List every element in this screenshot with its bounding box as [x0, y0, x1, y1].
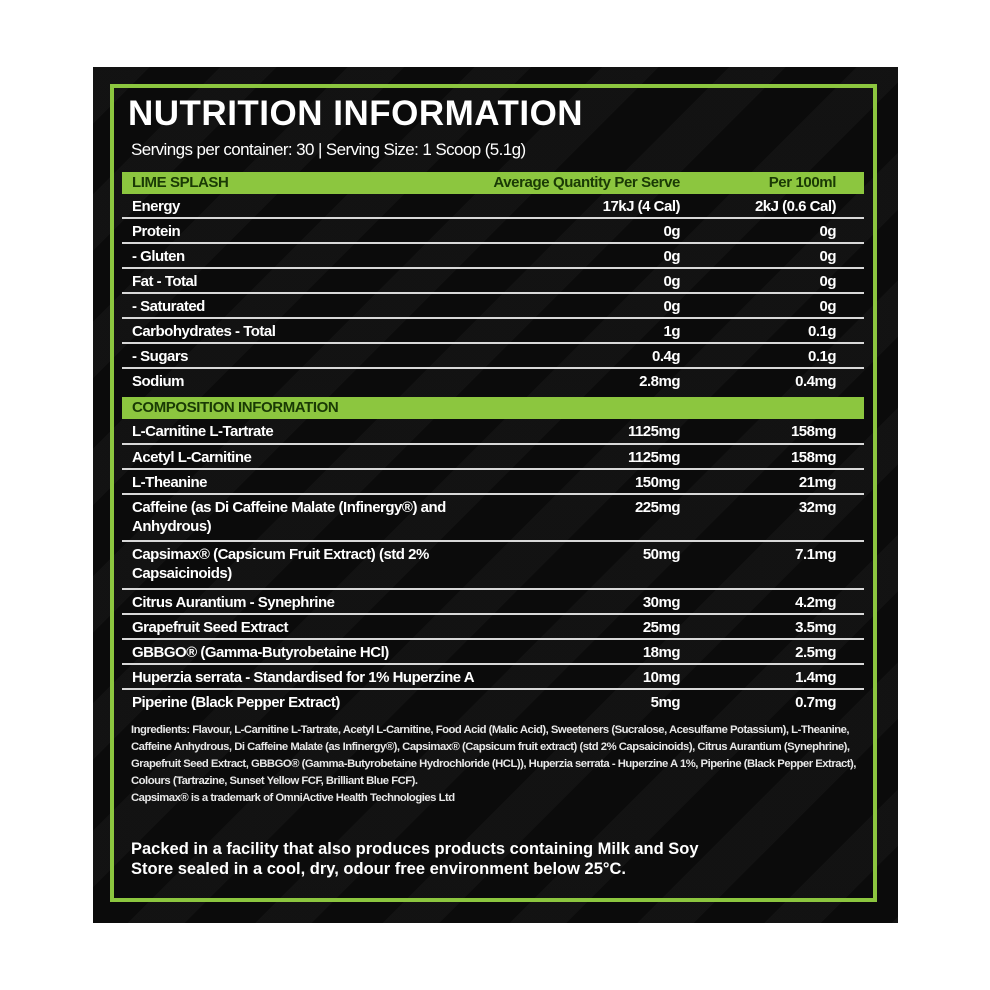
per-100ml-value: 2kJ (0.6 Cal): [754, 198, 837, 215]
row-label: Carbohydrates - Total: [132, 323, 276, 340]
per-serve-value: 0g: [663, 248, 680, 265]
per-100ml-value: 7.1mg: [795, 546, 836, 563]
per-serve-value: 225mg: [634, 499, 681, 516]
table-row: Fat - Total 0g 0g: [122, 269, 864, 294]
table-row: Capsimax® (Capsicum Fruit Extract) (std …: [122, 542, 864, 590]
row-label: Citrus Aurantium - Synephrine: [132, 594, 335, 611]
per-100ml-value: 158mg: [790, 449, 837, 466]
composition-title: COMPOSITION INFORMATION: [132, 399, 339, 416]
per-100ml-value: 4.2mg: [795, 594, 836, 611]
table-row: Acetyl L-Carnitine 1125mg 158mg: [122, 445, 864, 470]
per-serve-value: 50mg: [642, 546, 681, 563]
row-label: Grapefruit Seed Extract: [132, 619, 289, 636]
per-serve-value: 5mg: [650, 694, 681, 711]
table-row: L-Carnitine L-Tartrate 1125mg 158mg: [122, 419, 864, 445]
per-serve-value: 30mg: [642, 594, 681, 611]
row-label: Sodium: [132, 373, 185, 390]
per-serve-value: 150mg: [634, 474, 681, 491]
table-row: Citrus Aurantium - Synephrine 30mg 4.2mg: [122, 590, 864, 615]
table-row: Protein 0g 0g: [122, 219, 864, 244]
composition-table: COMPOSITION INFORMATION L-Carnitine L-Ta…: [122, 397, 864, 713]
table-row: Caffeine (as Di Caffeine Malate (Infiner…: [122, 495, 864, 542]
row-label: - Sugars: [132, 348, 189, 365]
table-row: - Saturated 0g 0g: [122, 294, 864, 319]
serving-info: Servings per container: 30 | Serving Siz…: [131, 140, 526, 159]
row-label: L-Theanine: [132, 474, 208, 491]
composition-header: COMPOSITION INFORMATION: [122, 397, 864, 419]
table-row: Grapefruit Seed Extract 25mg 3.5mg: [122, 615, 864, 640]
page-title: NUTRITION INFORMATION: [128, 94, 584, 133]
per-100ml-value: 0g: [819, 273, 836, 290]
table-row: GBBGO® (Gamma-Butyrobetaine HCl) 18mg 2.5m…: [122, 640, 864, 665]
per-serve-header: Average Quantity Per Serve: [493, 174, 680, 191]
row-label: Energy: [132, 198, 180, 215]
trademark-note: Capsimax® is a trademark of OmniActive H…: [131, 792, 455, 804]
table-row: - Gluten 0g 0g: [122, 244, 864, 269]
table-row: Energy 17kJ (4 Cal) 2kJ (0.6 Cal): [122, 194, 864, 219]
per-serve-value: 1125mg: [627, 449, 681, 466]
per-serve-value: 1g: [663, 323, 680, 340]
per-serve-value: 17kJ (4 Cal): [602, 198, 681, 215]
row-label: Huperzia serrata - Standardised for 1% H…: [132, 669, 475, 686]
table-row: Sodium 2.8mg 0.4mg: [122, 369, 864, 392]
per-serve-value: 0g: [663, 298, 680, 315]
table-row: L-Theanine 150mg 21mg: [122, 470, 864, 495]
label-panel: [93, 67, 898, 923]
table-row: Carbohydrates - Total 1g 0.1g: [122, 319, 864, 344]
per-100ml-value: 2.5mg: [795, 644, 836, 661]
table-row: Huperzia serrata - Standardised for 1% H…: [122, 665, 864, 690]
nutrition-header: LIME SPLASH Average Quantity Per Serve P…: [122, 172, 864, 194]
row-label: Fat - Total: [132, 273, 198, 290]
per-100ml-value: 0.4mg: [795, 373, 836, 390]
row-label: GBBGO® (Gamma-Butyrobetaine HCl): [132, 644, 389, 661]
nutrition-table: LIME SPLASH Average Quantity Per Serve P…: [122, 172, 864, 392]
ingredients-text: Ingredients: Flavour, L-Carnitine L-Tart…: [131, 724, 856, 787]
per-serve-value: 2.8mg: [639, 373, 680, 390]
row-label: Protein: [132, 223, 181, 240]
row-label: - Saturated: [132, 298, 205, 315]
ingredients-block: Ingredients: Flavour, L-Carnitine L-Tart…: [131, 722, 866, 807]
per-100ml-value: 0g: [819, 298, 836, 315]
storage-instructions: Store sealed in a cool, dry, odour free …: [131, 860, 626, 878]
per-100ml-value: 0.7mg: [795, 694, 836, 711]
table-row: Piperine (Black Pepper Extract) 5mg 0.7mg: [122, 690, 864, 713]
per-serve-value: 0g: [663, 223, 680, 240]
per-100ml-value: 0g: [819, 248, 836, 265]
per-serve-value: 25mg: [642, 619, 681, 636]
row-label: Caffeine (as Di Caffeine Malate (Infiner…: [132, 499, 446, 535]
per-100ml-value: 0.1g: [807, 323, 837, 340]
per-serve-value: 1125mg: [627, 423, 681, 440]
per-100ml-header: Per 100ml: [768, 174, 837, 191]
row-label: Capsimax® (Capsicum Fruit Extract) (std …: [132, 546, 429, 582]
per-100ml-value: 32mg: [798, 499, 837, 516]
green-frame: [110, 84, 877, 902]
per-100ml-value: 21mg: [798, 474, 837, 491]
row-label: - Gluten: [132, 248, 185, 265]
allergen-warning: Packed in a facility that also produces …: [131, 840, 699, 858]
per-serve-value: 0g: [663, 273, 680, 290]
row-label: Acetyl L-Carnitine: [132, 449, 252, 466]
per-serve-value: 18mg: [642, 644, 681, 661]
per-100ml-value: 0.1g: [807, 348, 837, 365]
row-label: L-Carnitine L-Tartrate: [132, 423, 274, 440]
flavour-label: LIME SPLASH: [132, 174, 229, 191]
per-100ml-value: 1.4mg: [795, 669, 836, 686]
per-100ml-value: 0g: [819, 223, 836, 240]
table-row: - Sugars 0.4g 0.1g: [122, 344, 864, 369]
per-serve-value: 0.4g: [651, 348, 681, 365]
per-serve-value: 10mg: [642, 669, 681, 686]
per-100ml-value: 3.5mg: [795, 619, 836, 636]
per-100ml-value: 158mg: [790, 423, 837, 440]
row-label: Piperine (Black Pepper Extract): [132, 694, 340, 711]
